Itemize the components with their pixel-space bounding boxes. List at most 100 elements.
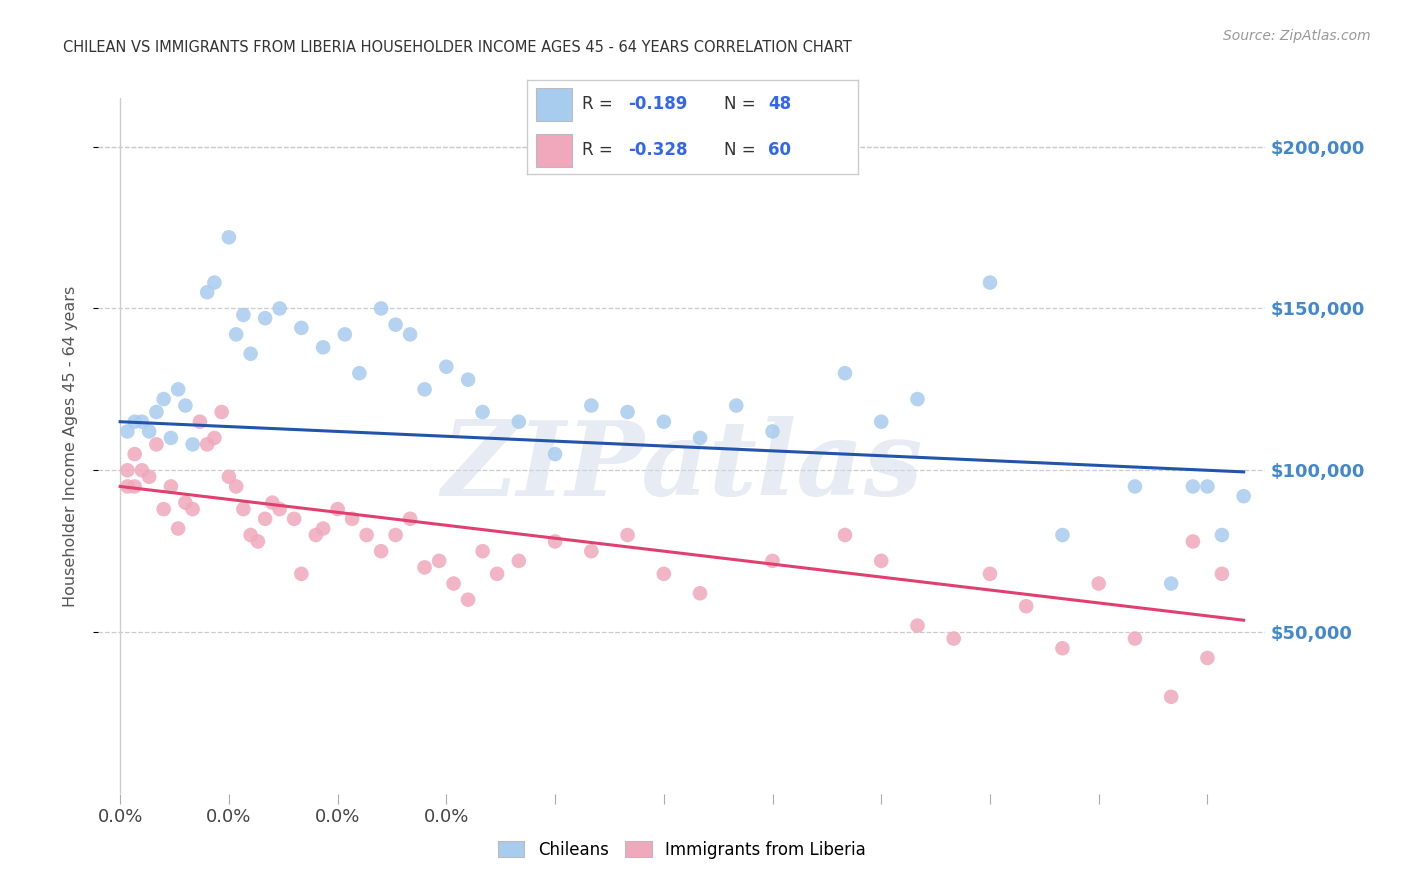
Point: [1160, 576, 1182, 591]
Text: -0.189: -0.189: [628, 95, 688, 113]
Point: [145, 405, 167, 419]
Point: [269, 502, 291, 516]
Point: [246, 534, 269, 549]
Point: [907, 618, 929, 632]
Point: [152, 392, 174, 406]
Point: [326, 502, 349, 516]
Point: [202, 276, 225, 290]
Point: [202, 431, 225, 445]
Text: N =: N =: [724, 95, 761, 113]
Point: [616, 528, 638, 542]
Point: [340, 512, 363, 526]
Point: [117, 479, 139, 493]
Point: [471, 544, 494, 558]
Point: [1052, 528, 1074, 542]
Text: N =: N =: [724, 141, 761, 159]
Legend: Chileans, Immigrants from Liberia: Chileans, Immigrants from Liberia: [491, 834, 873, 865]
Point: [312, 340, 335, 354]
Point: [181, 437, 204, 451]
Point: [195, 285, 218, 300]
Text: 48: 48: [769, 95, 792, 113]
Text: 60: 60: [769, 141, 792, 159]
Point: [413, 383, 436, 397]
Point: [239, 347, 262, 361]
Point: [262, 495, 284, 509]
Point: [195, 437, 218, 451]
Point: [443, 576, 465, 591]
Point: [138, 425, 160, 439]
Point: [399, 512, 422, 526]
Point: [725, 399, 748, 413]
Point: [174, 495, 197, 509]
Point: [581, 399, 603, 413]
Point: [145, 437, 167, 451]
Point: [160, 431, 183, 445]
Point: [370, 544, 392, 558]
Point: [356, 528, 378, 542]
Y-axis label: Householder Income Ages 45 - 64 years: Householder Income Ages 45 - 64 years: [63, 285, 77, 607]
Text: CHILEAN VS IMMIGRANTS FROM LIBERIA HOUSEHOLDER INCOME AGES 45 - 64 YEARS CORRELA: CHILEAN VS IMMIGRANTS FROM LIBERIA HOUSE…: [63, 40, 852, 55]
Point: [254, 311, 277, 326]
Point: [486, 566, 509, 581]
Point: [616, 405, 638, 419]
Point: [942, 632, 965, 646]
Point: [283, 512, 305, 526]
Point: [834, 366, 856, 380]
Point: [124, 415, 146, 429]
Point: [1160, 690, 1182, 704]
Point: [1123, 632, 1146, 646]
Point: [254, 512, 277, 526]
Point: [333, 327, 356, 342]
Text: R =: R =: [582, 141, 617, 159]
Text: Source: ZipAtlas.com: Source: ZipAtlas.com: [1223, 29, 1371, 43]
Point: [384, 528, 406, 542]
Point: [457, 373, 479, 387]
Point: [290, 321, 312, 335]
Point: [290, 566, 312, 581]
Point: [689, 586, 711, 600]
Point: [174, 399, 197, 413]
Point: [399, 327, 422, 342]
Point: [508, 415, 530, 429]
Text: R =: R =: [582, 95, 617, 113]
Point: [232, 308, 254, 322]
Point: [427, 554, 450, 568]
Point: [508, 554, 530, 568]
FancyBboxPatch shape: [536, 87, 572, 121]
Point: [907, 392, 929, 406]
Point: [1233, 489, 1256, 503]
Point: [124, 447, 146, 461]
Point: [312, 522, 335, 536]
Point: [218, 469, 240, 483]
Point: [1197, 651, 1219, 665]
Point: [870, 554, 893, 568]
Point: [1123, 479, 1146, 493]
Point: [1087, 576, 1109, 591]
Point: [211, 405, 233, 419]
Point: [225, 479, 247, 493]
Point: [870, 415, 893, 429]
Point: [124, 479, 146, 493]
Point: [305, 528, 328, 542]
Point: [761, 554, 783, 568]
Point: [232, 502, 254, 516]
Point: [1197, 479, 1219, 493]
Point: [652, 566, 675, 581]
Point: [131, 463, 153, 477]
Point: [1211, 528, 1233, 542]
Point: [581, 544, 603, 558]
Point: [761, 425, 783, 439]
Point: [349, 366, 371, 380]
Point: [218, 230, 240, 244]
Point: [269, 301, 291, 316]
Point: [152, 502, 174, 516]
FancyBboxPatch shape: [536, 134, 572, 168]
Point: [979, 276, 1001, 290]
Point: [384, 318, 406, 332]
Point: [457, 592, 479, 607]
Text: -0.328: -0.328: [628, 141, 688, 159]
Point: [239, 528, 262, 542]
Point: [652, 415, 675, 429]
Point: [370, 301, 392, 316]
Point: [117, 425, 139, 439]
